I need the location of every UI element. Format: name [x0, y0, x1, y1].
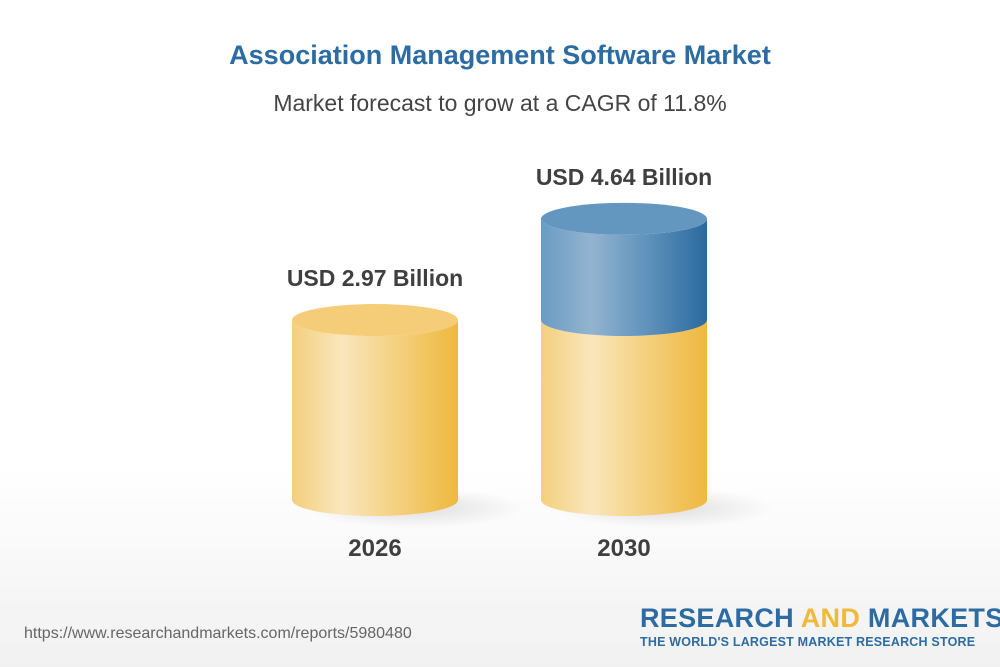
cylinder-top [292, 304, 458, 337]
source-url[interactable]: https://www.researchandmarkets.com/repor… [24, 625, 412, 642]
category-label: 2030 [597, 535, 650, 562]
chart-subtitle: Market forecast to grow at a CAGR of 11.… [273, 90, 727, 116]
cylinder-growth-segment [541, 218, 707, 337]
cylinder-base-segment [292, 320, 458, 516]
research-and-markets-logo: RESEARCH AND MARKETS THE WORLD'S LARGEST… [640, 603, 1000, 649]
category-label: 2026 [348, 535, 401, 562]
chart-title: Association Management Software Market [229, 40, 771, 70]
data-label: USD 2.97 Billion [287, 265, 463, 291]
cylinder-top [541, 202, 707, 235]
cylinder-base-segment [541, 320, 707, 516]
data-label: USD 4.64 Billion [536, 164, 712, 190]
cylinder-chart: USD 2.97 Billion 2026 USD 4.64 Billion 2030 [287, 164, 774, 562]
